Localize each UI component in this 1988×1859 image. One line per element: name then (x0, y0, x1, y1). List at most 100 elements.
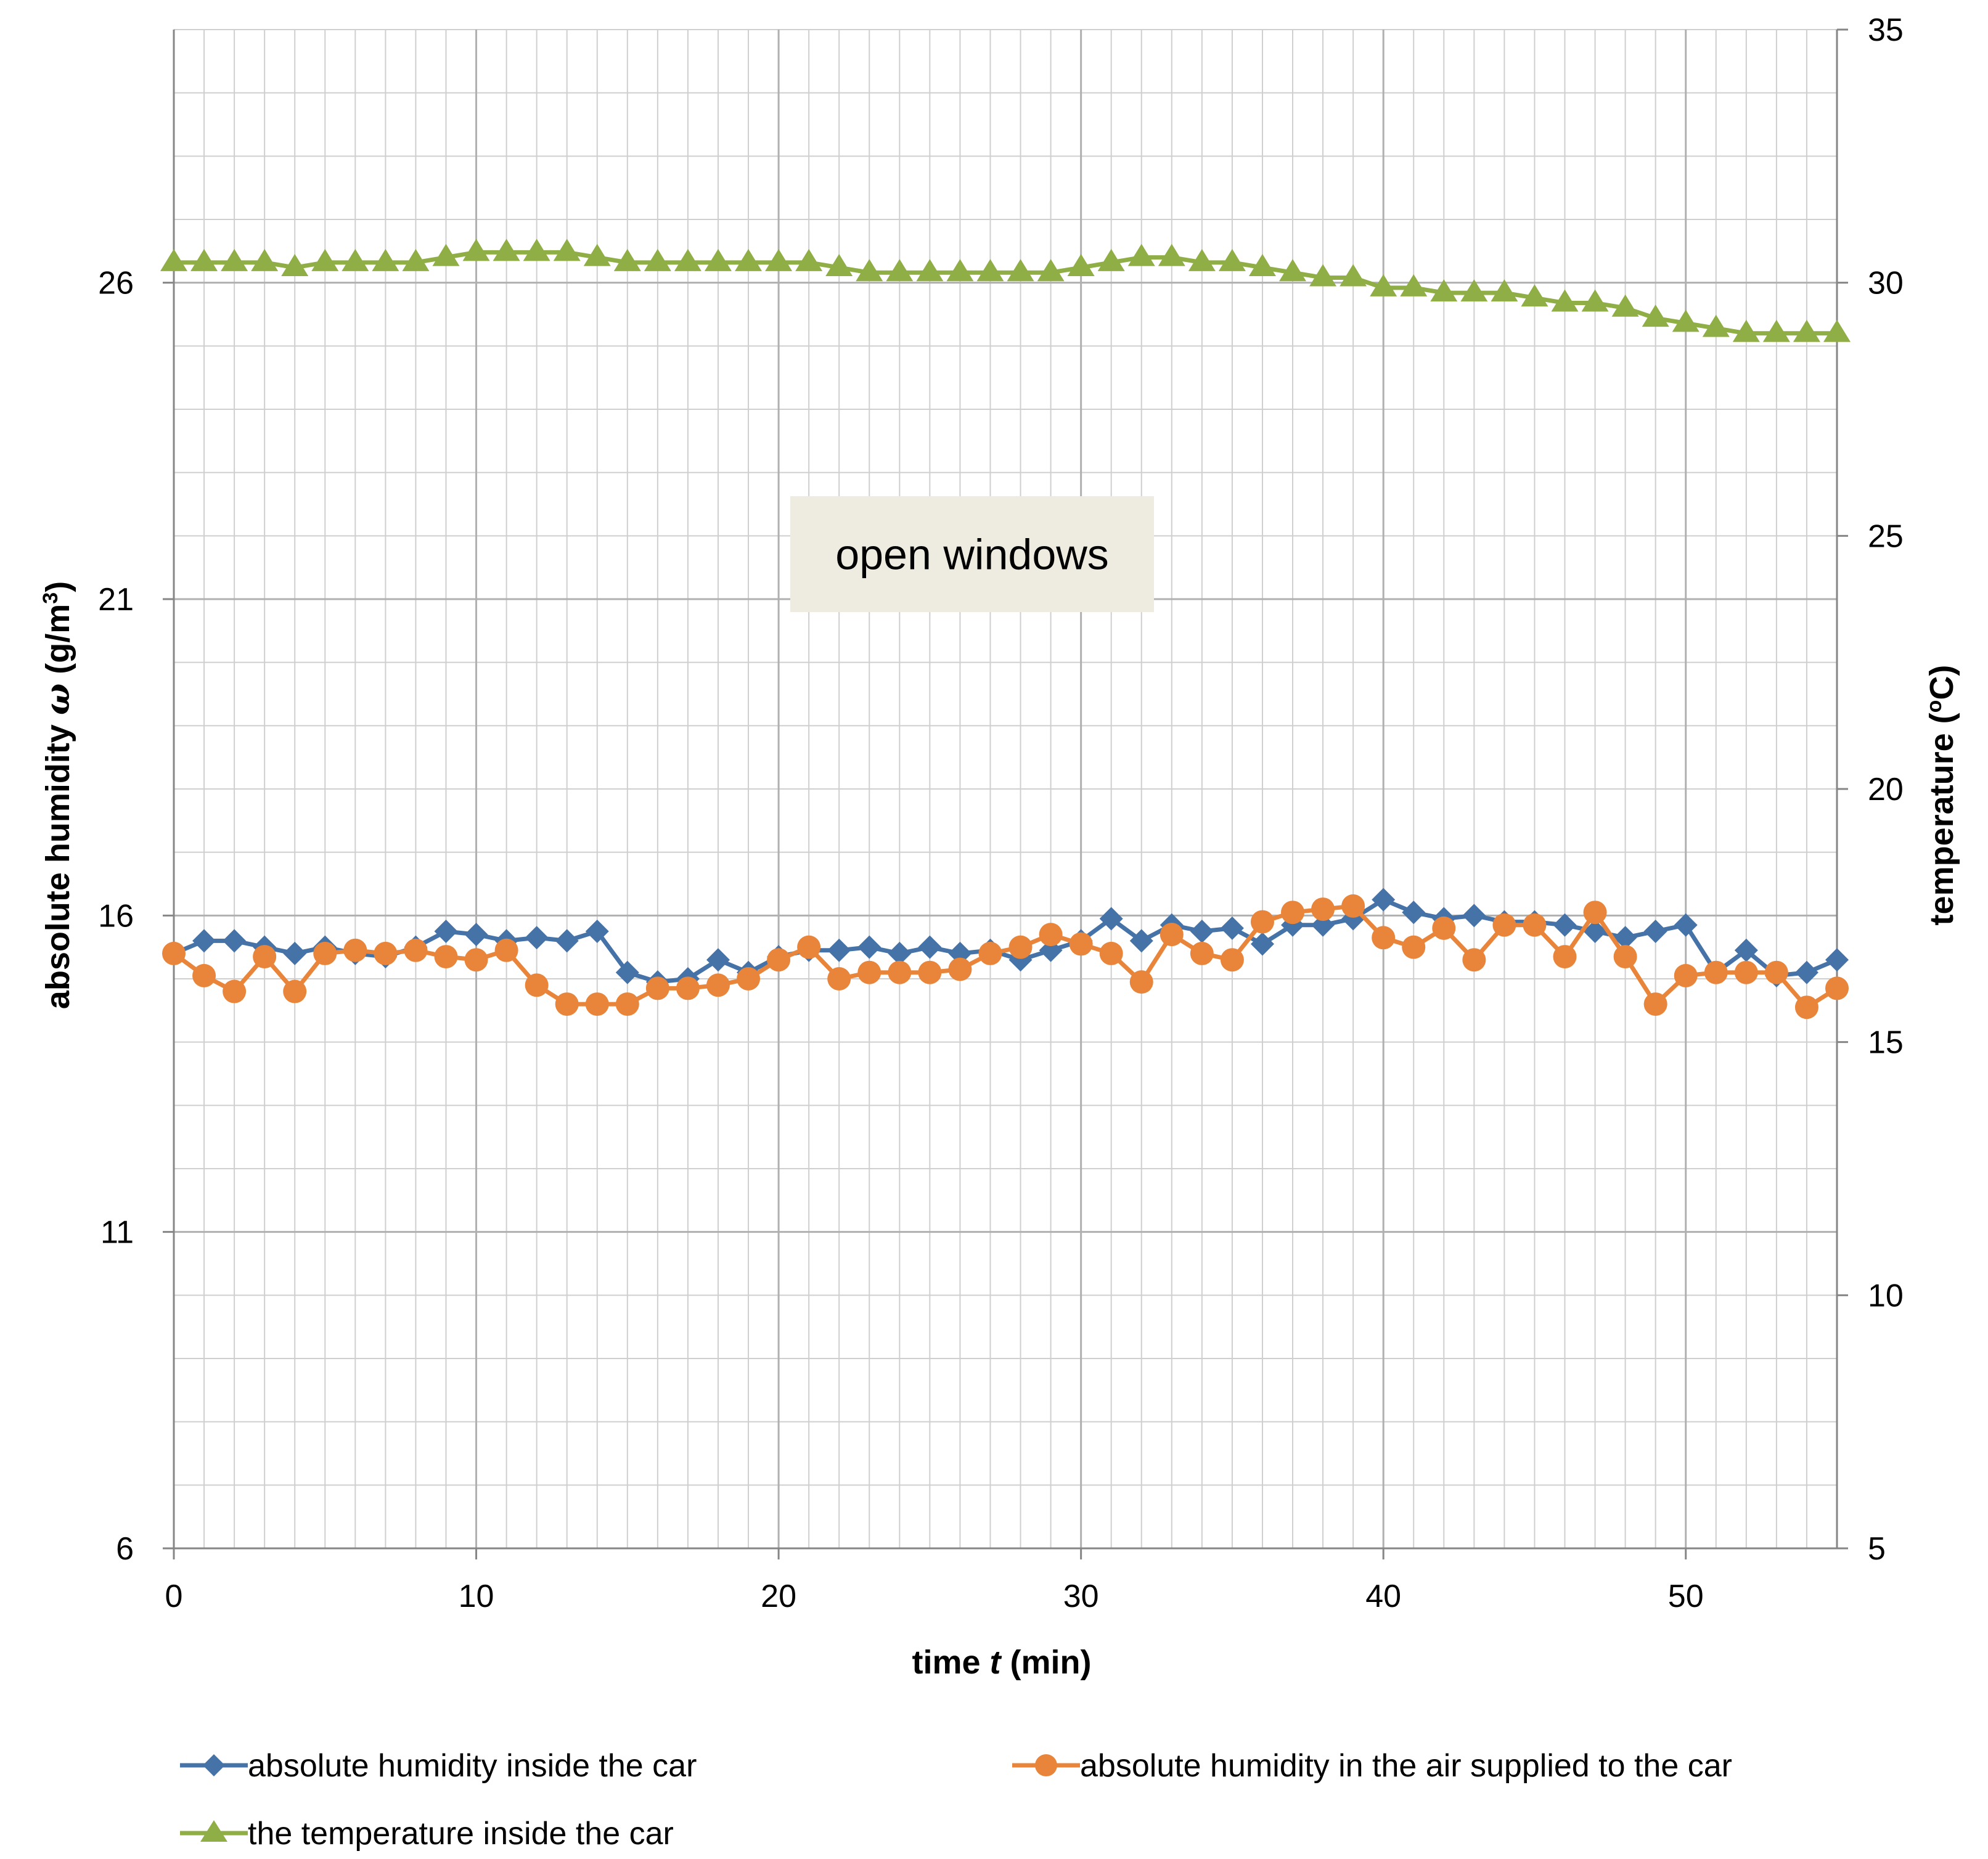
data-point-humidity-supplied (918, 960, 942, 984)
data-point-temperature (432, 243, 460, 266)
data-point-humidity-supplied (888, 960, 912, 984)
data-point-temperature (1309, 264, 1337, 287)
data-point-temperature (342, 248, 369, 271)
data-point-humidity-supplied (1462, 948, 1486, 972)
data-point-temperature (402, 248, 430, 271)
data-point-temperature (462, 239, 490, 261)
data-point-temperature (190, 248, 218, 271)
data-point-temperature (221, 248, 248, 271)
data-point-humidity-supplied (1311, 897, 1335, 921)
data-point-humidity-supplied (1734, 960, 1758, 984)
data-point-temperature (886, 259, 914, 282)
data-point-humidity-inside (525, 926, 549, 950)
data-point-humidity-supplied (1643, 992, 1667, 1016)
data-point-humidity-supplied (1794, 995, 1818, 1019)
data-point-temperature (916, 259, 944, 282)
legend-item-humidity-supplied: absolute humidity in the air supplied to… (1012, 1748, 1732, 1784)
data-point-humidity-inside (1372, 888, 1396, 912)
x-tick-labels: 0 10 20 30 40 50 (165, 1579, 1704, 1614)
data-point-temperature (1521, 284, 1548, 307)
x-tick-label: 40 (1365, 1579, 1401, 1614)
data-point-humidity-inside (1250, 932, 1274, 956)
y2-tick-label: 20 (1868, 772, 1904, 807)
data-point-humidity-supplied (343, 938, 367, 962)
legend-label-humidity-supplied: absolute humidity in the air supplied to… (1080, 1748, 1732, 1784)
data-point-humidity-supplied (1583, 901, 1607, 925)
data-point-temperature (704, 248, 732, 271)
y2-tick-label: 30 (1868, 266, 1904, 301)
data-point-humidity-supplied (1220, 948, 1244, 972)
data-point-humidity-supplied (313, 941, 337, 965)
data-point-humidity-supplied (1432, 916, 1456, 940)
series-layer (160, 239, 1851, 1019)
data-point-temperature (946, 259, 974, 282)
data-point-temperature (1611, 294, 1639, 317)
data-point-temperature (251, 248, 279, 271)
data-point-temperature (1158, 243, 1185, 266)
data-point-temperature (583, 243, 611, 266)
x-axis-title: time t (min) (912, 1644, 1091, 1681)
data-point-humidity-supplied (1764, 960, 1788, 984)
legend-label-humidity-inside: absolute humidity inside the car (248, 1748, 697, 1784)
data-point-humidity-supplied (827, 967, 851, 991)
data-point-humidity-supplied (1160, 923, 1184, 947)
x-tick-label: 30 (1063, 1579, 1099, 1614)
data-point-humidity-inside (464, 923, 488, 947)
data-point-temperature (1762, 319, 1790, 342)
data-point-temperature (1340, 264, 1367, 287)
data-point-humidity-inside (585, 920, 609, 943)
y-axis-title: absolute humidity ω (g/m3) (38, 581, 77, 1009)
axes (163, 28, 1848, 1559)
data-point-temperature (976, 259, 1004, 282)
y-tick-labels: 6 11 16 21 26 (98, 266, 134, 1567)
data-point-temperature (1067, 254, 1095, 277)
data-point-temperature (1581, 289, 1609, 312)
data-point-humidity-inside (827, 938, 851, 962)
data-point-temperature (1127, 243, 1155, 266)
data-point-temperature (1097, 248, 1125, 271)
legend-marker-triangle (200, 1820, 227, 1842)
data-point-humidity-supplied (978, 941, 1002, 965)
data-point-humidity-supplied (1250, 910, 1274, 934)
data-point-temperature (1732, 319, 1760, 342)
data-point-temperature (1218, 248, 1246, 271)
data-point-humidity-supplied (857, 960, 882, 984)
data-point-temperature (1702, 314, 1730, 337)
data-point-humidity-supplied (948, 957, 972, 981)
data-point-temperature (674, 248, 702, 271)
data-point-humidity-supplied (1523, 913, 1547, 937)
data-point-temperature (493, 239, 520, 261)
data-point-temperature (856, 259, 883, 282)
legend-marker-diamond (203, 1754, 225, 1776)
y2-tick-labels: 5 10 15 20 25 30 35 (1868, 12, 1904, 1567)
series-temperature (160, 239, 1851, 342)
data-point-humidity-supplied (585, 992, 609, 1016)
data-point-temperature (1279, 259, 1307, 282)
data-point-humidity-inside (283, 941, 307, 965)
data-point-humidity-inside (1129, 929, 1153, 953)
data-point-humidity-supplied (1039, 923, 1063, 947)
data-point-humidity-supplied (1069, 932, 1093, 956)
data-point-humidity-supplied (1704, 960, 1728, 984)
data-point-humidity-inside (1825, 948, 1849, 972)
y-tick-label: 26 (98, 266, 134, 301)
data-point-temperature (1007, 259, 1034, 282)
data-point-humidity-supplied (1674, 963, 1698, 987)
data-point-humidity-inside (857, 935, 882, 959)
data-point-humidity-supplied (1341, 894, 1365, 918)
data-point-temperature (1491, 279, 1518, 302)
data-point-humidity-supplied (737, 967, 761, 991)
data-point-temperature (160, 248, 187, 271)
y2-tick-label: 25 (1868, 518, 1904, 554)
data-point-temperature (795, 248, 823, 271)
data-point-temperature (281, 254, 309, 277)
y2-tick-label: 35 (1868, 12, 1904, 48)
data-point-humidity-supplied (374, 941, 398, 965)
annotation-box: open windows (790, 496, 1154, 612)
data-point-temperature (644, 248, 671, 271)
annotation-background (790, 496, 1154, 612)
data-point-humidity-supplied (1129, 970, 1153, 994)
data-point-humidity-inside (1553, 913, 1577, 937)
data-point-humidity-supplied (676, 976, 700, 1000)
